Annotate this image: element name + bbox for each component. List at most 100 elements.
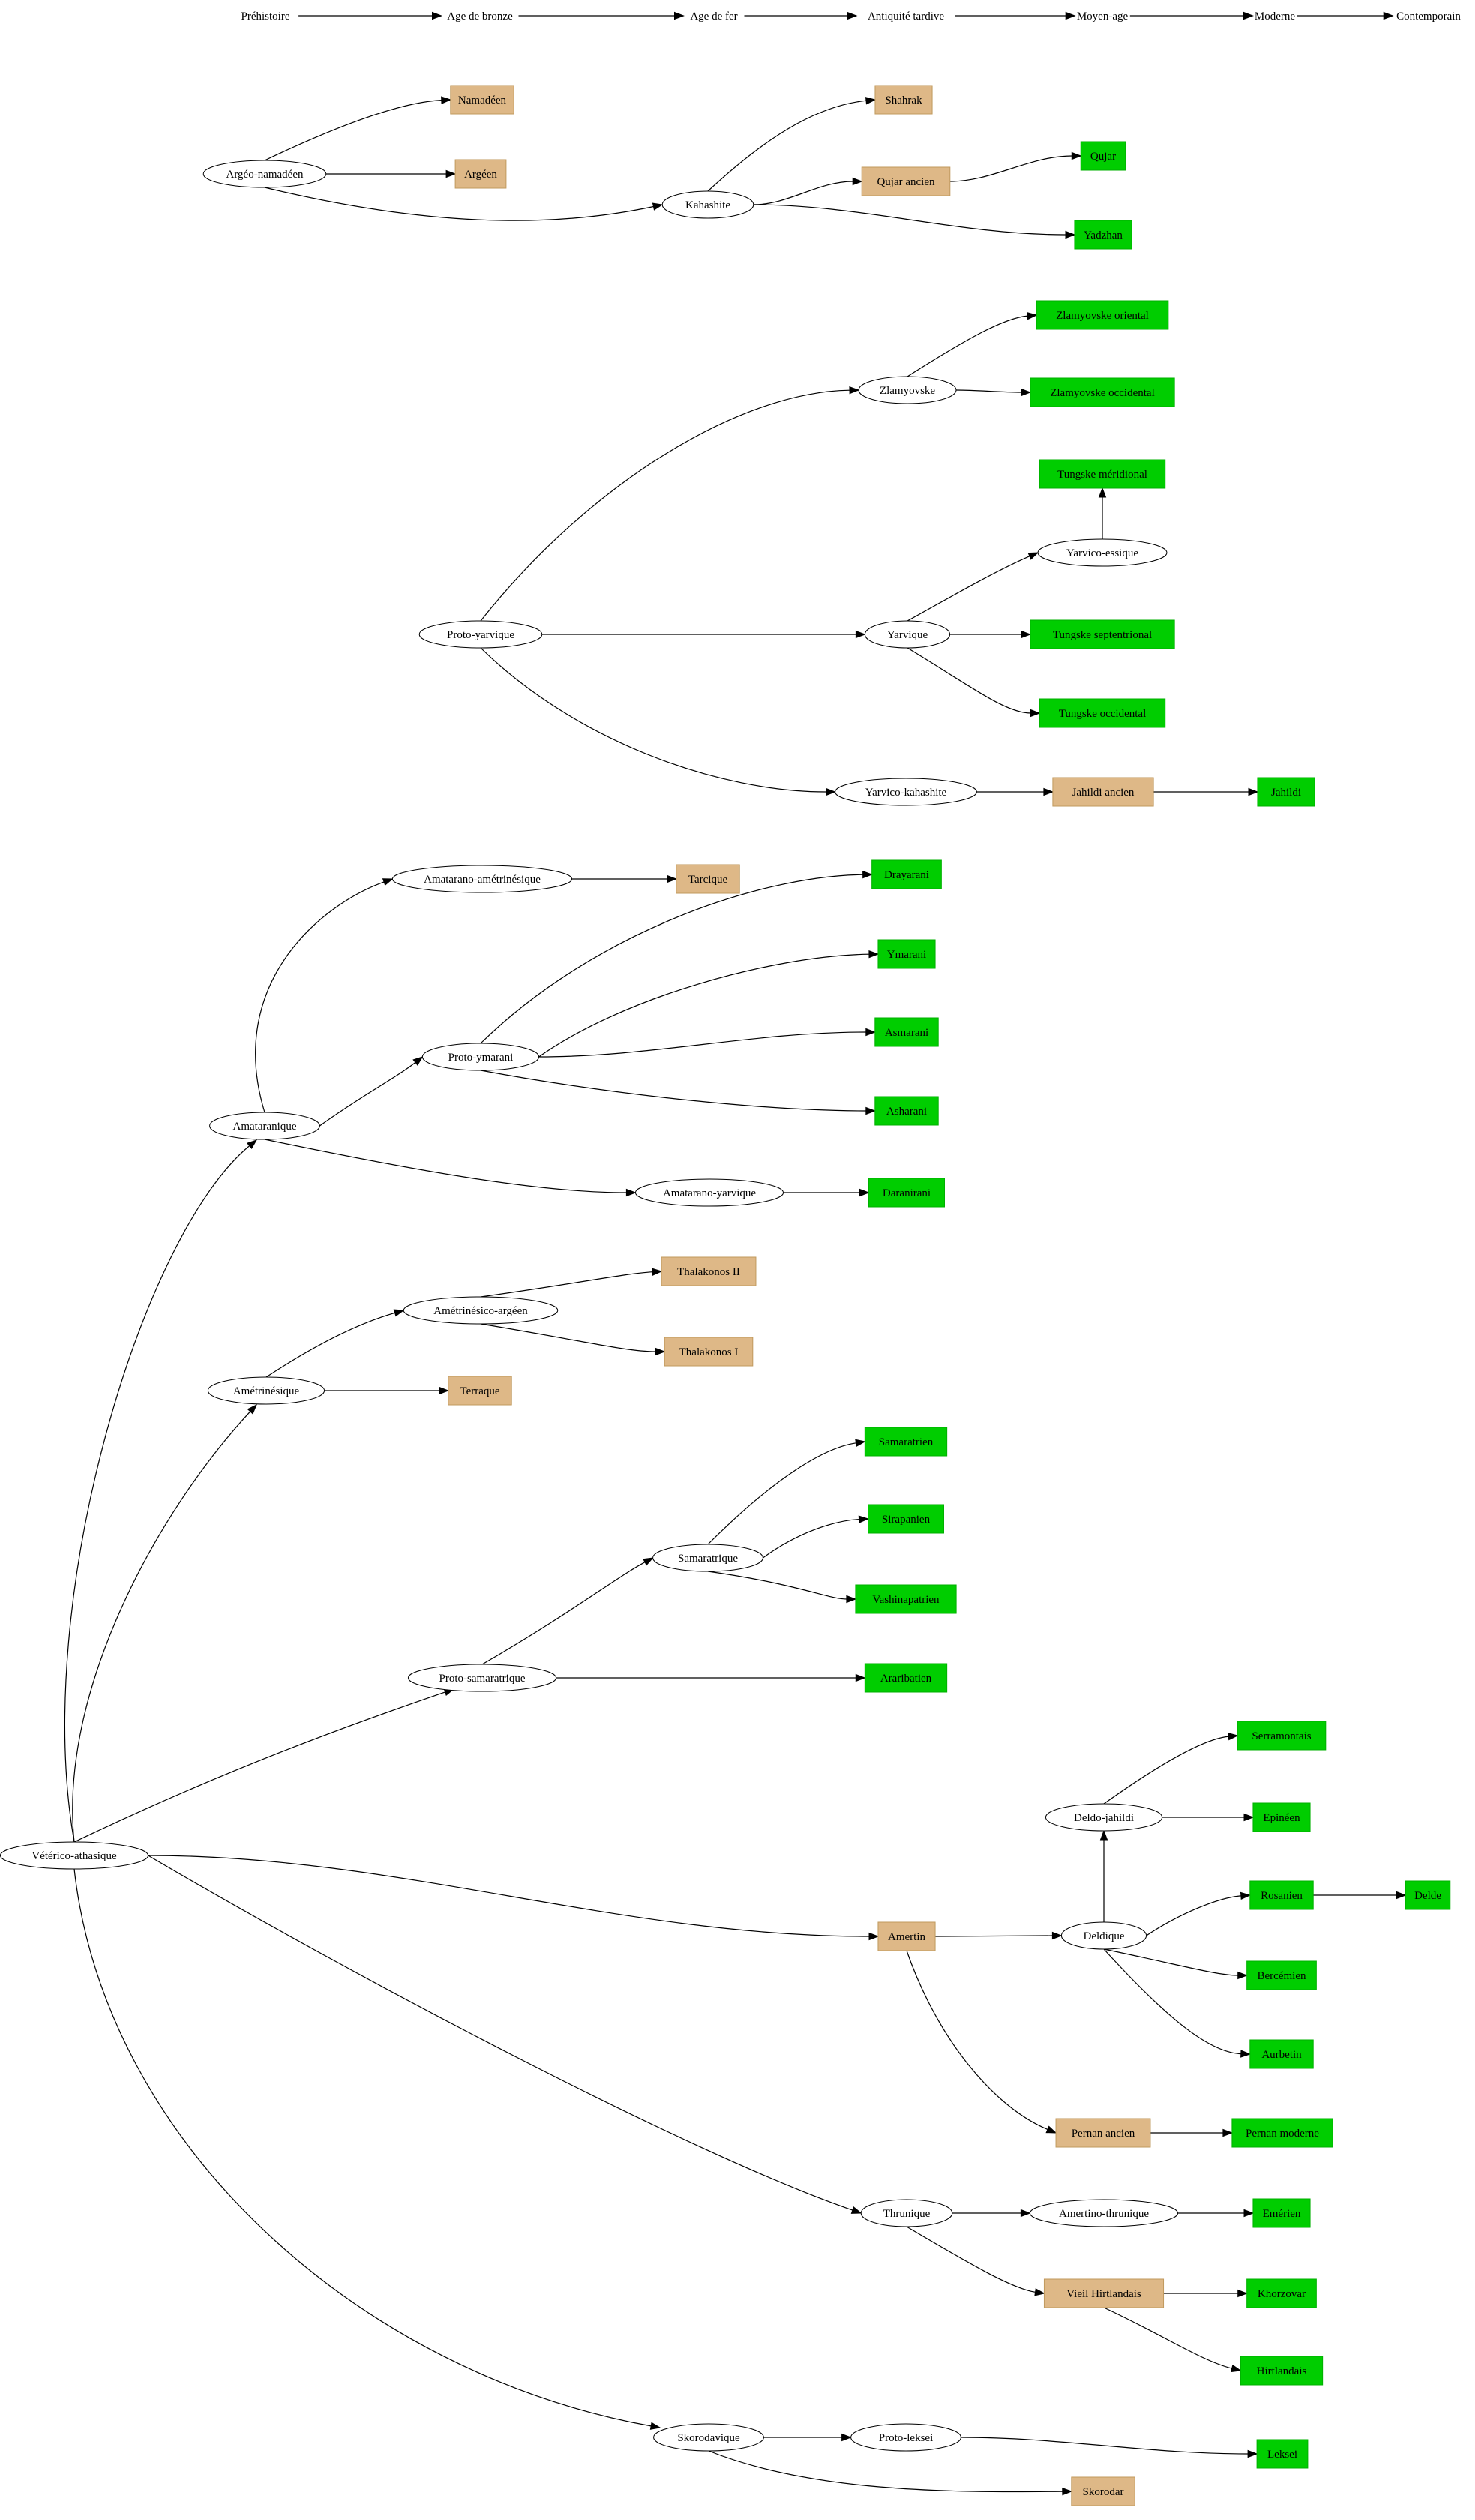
node-amatarano_yarvique: Amatarano-yarvique	[634, 1178, 784, 1207]
node-label-argeo_namadeen: Argéo-namadéen	[226, 169, 304, 181]
node-veterico_athasique: Vétérico-athasique	[0, 1841, 149, 1870]
node-label-serramontais: Serramontais	[1252, 1730, 1311, 1742]
node-label-zlamyovske_occidental: Zlamyovske occidental	[1050, 387, 1155, 399]
node-tarcique: Tarcique	[676, 864, 740, 894]
edge-deldo_jahildi-serramontais	[1103, 1732, 1239, 1804]
node-aurbetin: Aurbetin	[1249, 2039, 1314, 2069]
edge-proto_ymarani-asmarani	[538, 1028, 877, 1058]
node-label-namadeen: Namadéen	[458, 94, 507, 106]
node-label-emerien: Emérien	[1263, 2208, 1301, 2220]
node-skorodar: Skorodar	[1071, 2476, 1135, 2506]
node-label-amertino_thrunique: Amertino-thrunique	[1059, 2208, 1149, 2220]
edge-tl6-tl7	[1297, 11, 1394, 20]
node-terraque: Terraque	[448, 1376, 512, 1406]
node-label-amatarano_yarvique: Amatarano-yarvique	[663, 1187, 756, 1199]
node-label-yadzhan: Yadzhan	[1084, 230, 1123, 242]
node-label-deldique: Deldique	[1084, 1930, 1125, 1942]
node-label-jahildi_ancien: Jahildi ancien	[1072, 787, 1135, 799]
node-asmarani: Asmarani	[874, 1017, 939, 1047]
edge-tl5-tl6	[1129, 11, 1254, 20]
edge-ametrinesique-terraque	[324, 1386, 450, 1395]
node-label-tungske_occidental: Tungske occidental	[1059, 708, 1147, 720]
edge-rosanien-delde	[1313, 1891, 1407, 1900]
node-yarvico_essique: Yarvico-essique	[1037, 538, 1168, 567]
edge-amataranique-proto_ymarani	[319, 1056, 424, 1126]
edge-argeo_namadeen-argeen	[325, 170, 457, 178]
node-tl6: Moderne	[1255, 10, 1295, 22]
node-label-thrunique: Thrunique	[883, 2208, 931, 2220]
edge-proto_yarvique-yarvico_kahashite	[480, 647, 837, 796]
edge-deldique-rosanien	[1146, 1892, 1252, 1936]
node-sirapanien: Sirapanien	[868, 1504, 944, 1534]
timeline-label-tl2: Age de bronze	[447, 10, 513, 22]
node-thrunique: Thrunique	[860, 2199, 953, 2228]
node-jahildi: Jahildi	[1257, 777, 1315, 807]
edge-proto_samaratrique-araribatien	[556, 1673, 866, 1682]
node-label-sirapanien: Sirapanien	[882, 1514, 931, 1526]
timeline-label-tl5: Moyen-age	[1077, 10, 1129, 22]
node-label-drayarani: Drayarani	[884, 869, 929, 881]
node-label-amertin: Amertin	[888, 1931, 925, 1943]
node-label-samaratrique: Samaratrique	[678, 1552, 738, 1564]
node-vieil_hirtlandais: Vieil Hirtlandais	[1043, 2278, 1165, 2308]
edge-proto_yarvique-zlamyovske	[480, 386, 860, 622]
edge-argeo_namadeen-namadeen	[264, 96, 452, 161]
node-ymarani: Ymarani	[877, 939, 936, 969]
node-tl2: Age de bronze	[447, 10, 513, 22]
edge-amataranique-amatarano_ametrinesique	[255, 878, 394, 1113]
node-amataranique: Amataranique	[209, 1112, 320, 1140]
node-label-skorodar: Skorodar	[1083, 2486, 1124, 2498]
node-label-shahrak: Shahrak	[885, 94, 922, 106]
node-label-ametrinesique: Amétrinésique	[233, 1385, 300, 1397]
node-qujar: Qujar	[1080, 141, 1126, 171]
edge-veterico_athasique-thrunique	[148, 1855, 862, 2214]
node-label-khorzovar: Khorzovar	[1258, 2288, 1306, 2300]
node-tl1: Préhistoire	[241, 10, 290, 22]
node-label-deldo_jahildi: Deldo-jahildi	[1074, 1812, 1134, 1824]
node-label-veterico_athasique: Vétérico-athasique	[31, 1850, 117, 1862]
node-asharani: Asharani	[874, 1096, 939, 1126]
edge-vieil_hirtlandais-hirtlandais	[1103, 2307, 1242, 2373]
node-delde: Delde	[1405, 1880, 1451, 1910]
node-skorodavique: Skorodavique	[653, 2423, 764, 2452]
node-proto_leksei: Proto-leksei	[850, 2423, 961, 2452]
edge-amertin-pernan_ancien	[906, 1950, 1057, 2134]
node-label-tungske_meridional: Tungske méridional	[1057, 469, 1147, 481]
node-label-skorodavique: Skorodavique	[677, 2432, 740, 2444]
timeline-label-tl4: Antiquité tardive	[868, 10, 944, 22]
node-label-proto_ymarani: Proto-ymarani	[448, 1052, 514, 1064]
edge-proto_leksei-leksei	[961, 2437, 1258, 2458]
node-label-tungske_septentrional: Tungske septentrional	[1053, 629, 1152, 641]
edge-kahashite-yadzhan	[753, 204, 1076, 239]
edge-amertin-deldique	[934, 1931, 1063, 1940]
edge-amatarano_yarvique-daranirani	[783, 1188, 870, 1197]
node-ametrinesique: Amétrinésique	[207, 1376, 325, 1405]
node-shahrak: Shahrak	[874, 85, 933, 115]
edge-kahashite-qujar_ancien	[753, 177, 863, 206]
node-yarvique: Yarvique	[864, 620, 951, 649]
edge-yarvique-yarvico_essique	[907, 552, 1039, 622]
edge-proto_ymarani-asharani	[480, 1070, 877, 1115]
edge-vieil_hirtlandais-khorzovar	[1163, 2289, 1249, 2298]
node-label-pernan_moderne: Pernan moderne	[1246, 2128, 1319, 2140]
node-label-araribatien: Araribatien	[880, 1672, 932, 1684]
node-label-proto_samaratrique: Proto-samaratrique	[439, 1672, 526, 1684]
node-label-argeen: Argéen	[464, 169, 497, 181]
node-label-zlamyovske: Zlamyovske	[880, 385, 935, 397]
edge-deldique-deldo_jahildi	[1099, 1829, 1108, 1922]
node-label-amatarano_ametrinesique: Amatarano-amétrinésique	[424, 874, 541, 886]
edge-kahashite-shahrak	[707, 97, 877, 192]
node-label-ametrinesico_argeen: Amétrinésico-argéen	[433, 1305, 528, 1317]
node-qujar_ancien: Qujar ancien	[861, 166, 951, 196]
node-label-leksei: Leksei	[1267, 2449, 1297, 2461]
node-label-qujar: Qujar	[1090, 151, 1116, 163]
node-drayarani: Drayarani	[871, 860, 942, 890]
node-proto_yarvique: Proto-yarvique	[418, 620, 543, 649]
node-tungske_septentrional: Tungske septentrional	[1030, 620, 1175, 650]
edge-yarvique-tungske_occidental	[907, 647, 1041, 718]
node-ametrinesico_argeen: Amétrinésico-argéen	[403, 1296, 559, 1324]
node-yarvico_kahashite: Yarvico-kahashite	[835, 778, 977, 806]
node-label-pernan_ancien: Pernan ancien	[1072, 2128, 1135, 2140]
